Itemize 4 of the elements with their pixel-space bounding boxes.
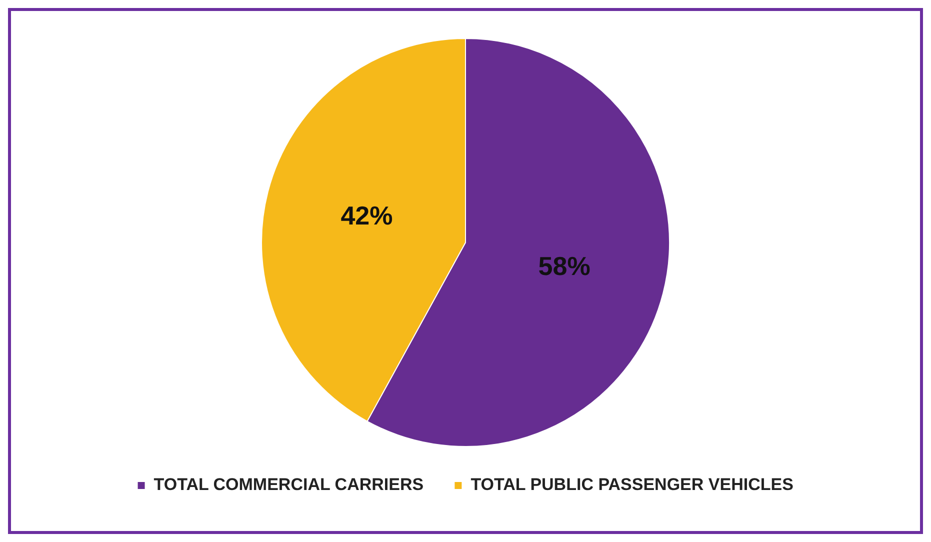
legend-label: TOTAL PUBLIC PASSENGER VEHICLES: [470, 475, 794, 494]
legend-label: TOTAL COMMERCIAL CARRIERS: [154, 475, 424, 494]
data-label: 42%: [340, 200, 393, 230]
data-label: 58%: [538, 251, 590, 282]
